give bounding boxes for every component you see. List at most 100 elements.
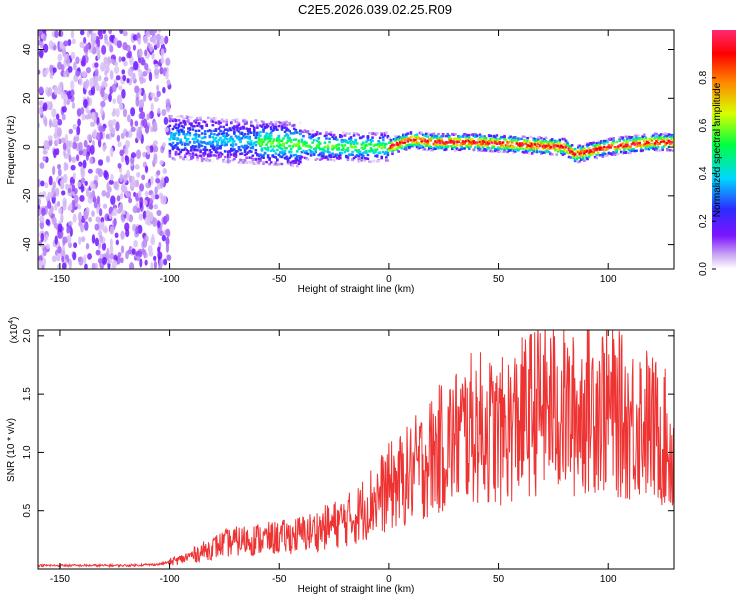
spectrogram-cell	[171, 127, 175, 131]
spectrogram-cell	[303, 151, 307, 154]
spectrogram-cell	[268, 135, 271, 138]
spectrogram-cell	[156, 169, 161, 176]
spectrogram-cell	[515, 148, 519, 151]
spectrogram-cell	[583, 152, 586, 155]
spectrogram-cell	[337, 143, 341, 146]
spectrogram-cell	[279, 139, 282, 143]
spectrogram-cell	[70, 30, 75, 39]
spectrogram-cell	[475, 141, 479, 144]
spectrogram-cell	[194, 153, 198, 156]
spectrogram-cell	[58, 30, 64, 38]
spectrogram-cell	[435, 134, 439, 138]
spectrogram-cell	[362, 142, 365, 145]
spectrogram-cell	[302, 141, 305, 145]
spectrogram-cell	[61, 106, 67, 113]
spectrogram-cell	[55, 113, 60, 121]
spectrogram-cell	[443, 142, 446, 145]
spectrogram-cell	[626, 140, 629, 143]
spectrogram-cell	[94, 223, 100, 231]
spectrogram-cell	[188, 158, 192, 162]
spectrogram-cell	[368, 143, 371, 146]
spectrogram-cell	[188, 132, 192, 135]
spectrogram-cell	[257, 159, 261, 163]
spectrogram-cell	[537, 142, 540, 146]
spectrogram-cell	[533, 140, 537, 144]
spectrogram-cell	[291, 145, 294, 148]
spectrogram-cell	[38, 86, 44, 94]
spectrogram-cell	[550, 138, 554, 142]
spectrogram-cell	[42, 149, 48, 155]
spectrogram-cell	[243, 147, 247, 151]
spectrogram-cell	[226, 150, 230, 153]
spectrogram-cell	[587, 155, 591, 159]
spectrogram-cell	[206, 153, 210, 156]
spectrogram-cell	[222, 130, 225, 133]
spectrogram-cell	[256, 126, 259, 129]
spectrogram-cell	[391, 147, 394, 151]
spectrogram-cell	[173, 118, 176, 121]
spectrogram-cell	[352, 156, 356, 160]
spectrogram-cell	[490, 150, 494, 153]
spectrogram-cell	[217, 156, 221, 159]
spectrogram-cell	[635, 136, 638, 140]
spectrogram-cell	[132, 44, 137, 51]
spectrogram-cell	[346, 146, 350, 150]
spectrogram-cell	[113, 66, 120, 75]
spectrogram-cell	[116, 134, 121, 142]
spectrogram-cell	[266, 125, 270, 128]
spectrogram-cell	[97, 168, 104, 178]
spectrogram-cell	[150, 175, 154, 186]
spectrogram-cell	[444, 140, 448, 144]
spectrogram-cell	[504, 146, 508, 150]
spectrogram-cell	[351, 150, 354, 154]
spectrogram-cell	[526, 145, 529, 148]
spectrogram-cell	[61, 190, 66, 196]
spectrogram-cell	[210, 154, 213, 157]
spectrogram-cell	[80, 177, 86, 184]
spectrogram-cell	[38, 69, 41, 75]
spectrogram-cell	[256, 131, 259, 135]
spectrogram-cell	[199, 118, 202, 121]
spectrogram-cell	[272, 149, 276, 153]
spectrogram-cell	[259, 124, 262, 127]
spectrogram-cell	[595, 142, 598, 145]
spectrogram-cell	[567, 147, 571, 150]
spectrogram-cell	[411, 141, 414, 145]
spectrogram-cell	[302, 149, 305, 153]
spectrogram-cell	[76, 125, 81, 136]
snr-y-label: SNR (10 * v/v)	[6, 418, 17, 482]
spectrogram-cell	[414, 138, 417, 141]
spectrogram-cell	[615, 151, 618, 154]
colorbar-tick-label: 0.4	[698, 166, 709, 180]
spectrogram-cell	[435, 145, 439, 148]
spectrogram-cell	[168, 117, 172, 120]
spectrogram-cell	[345, 155, 348, 159]
spectrogram-cell	[220, 142, 224, 145]
spectrogram-cell	[144, 216, 150, 225]
spectrogram-cell	[374, 143, 377, 147]
spectrogram-cell	[457, 137, 460, 140]
spectrogram-cell	[196, 140, 199, 144]
spectrogram-cell	[517, 149, 520, 152]
spectrogram-cell	[363, 159, 367, 162]
spectrogram-cell	[150, 102, 154, 112]
spectrogram-cell	[421, 146, 425, 150]
spectrogram-cell	[280, 162, 284, 166]
spectrogram-cell	[54, 30, 59, 39]
spectrogram-cell	[263, 126, 267, 130]
spectrogram-cell	[372, 151, 376, 154]
spectrogram-cell	[586, 142, 589, 145]
spectrogram-cell	[624, 135, 628, 138]
spectrogram-cell	[139, 183, 145, 192]
spectrogram-cell	[143, 199, 148, 206]
spectrogram-cell	[229, 121, 233, 124]
spectrogram-cell	[653, 148, 657, 151]
spectrogram-cell	[561, 137, 565, 141]
spectrogram-cell	[68, 154, 72, 163]
spectrogram-cell	[354, 140, 357, 144]
spectrogram-cell	[222, 138, 225, 142]
spectrogram-cell	[451, 140, 454, 143]
spectrogram-cell	[243, 159, 247, 162]
spectrogram-cell	[538, 144, 542, 148]
spectrogram-cell	[343, 144, 347, 147]
